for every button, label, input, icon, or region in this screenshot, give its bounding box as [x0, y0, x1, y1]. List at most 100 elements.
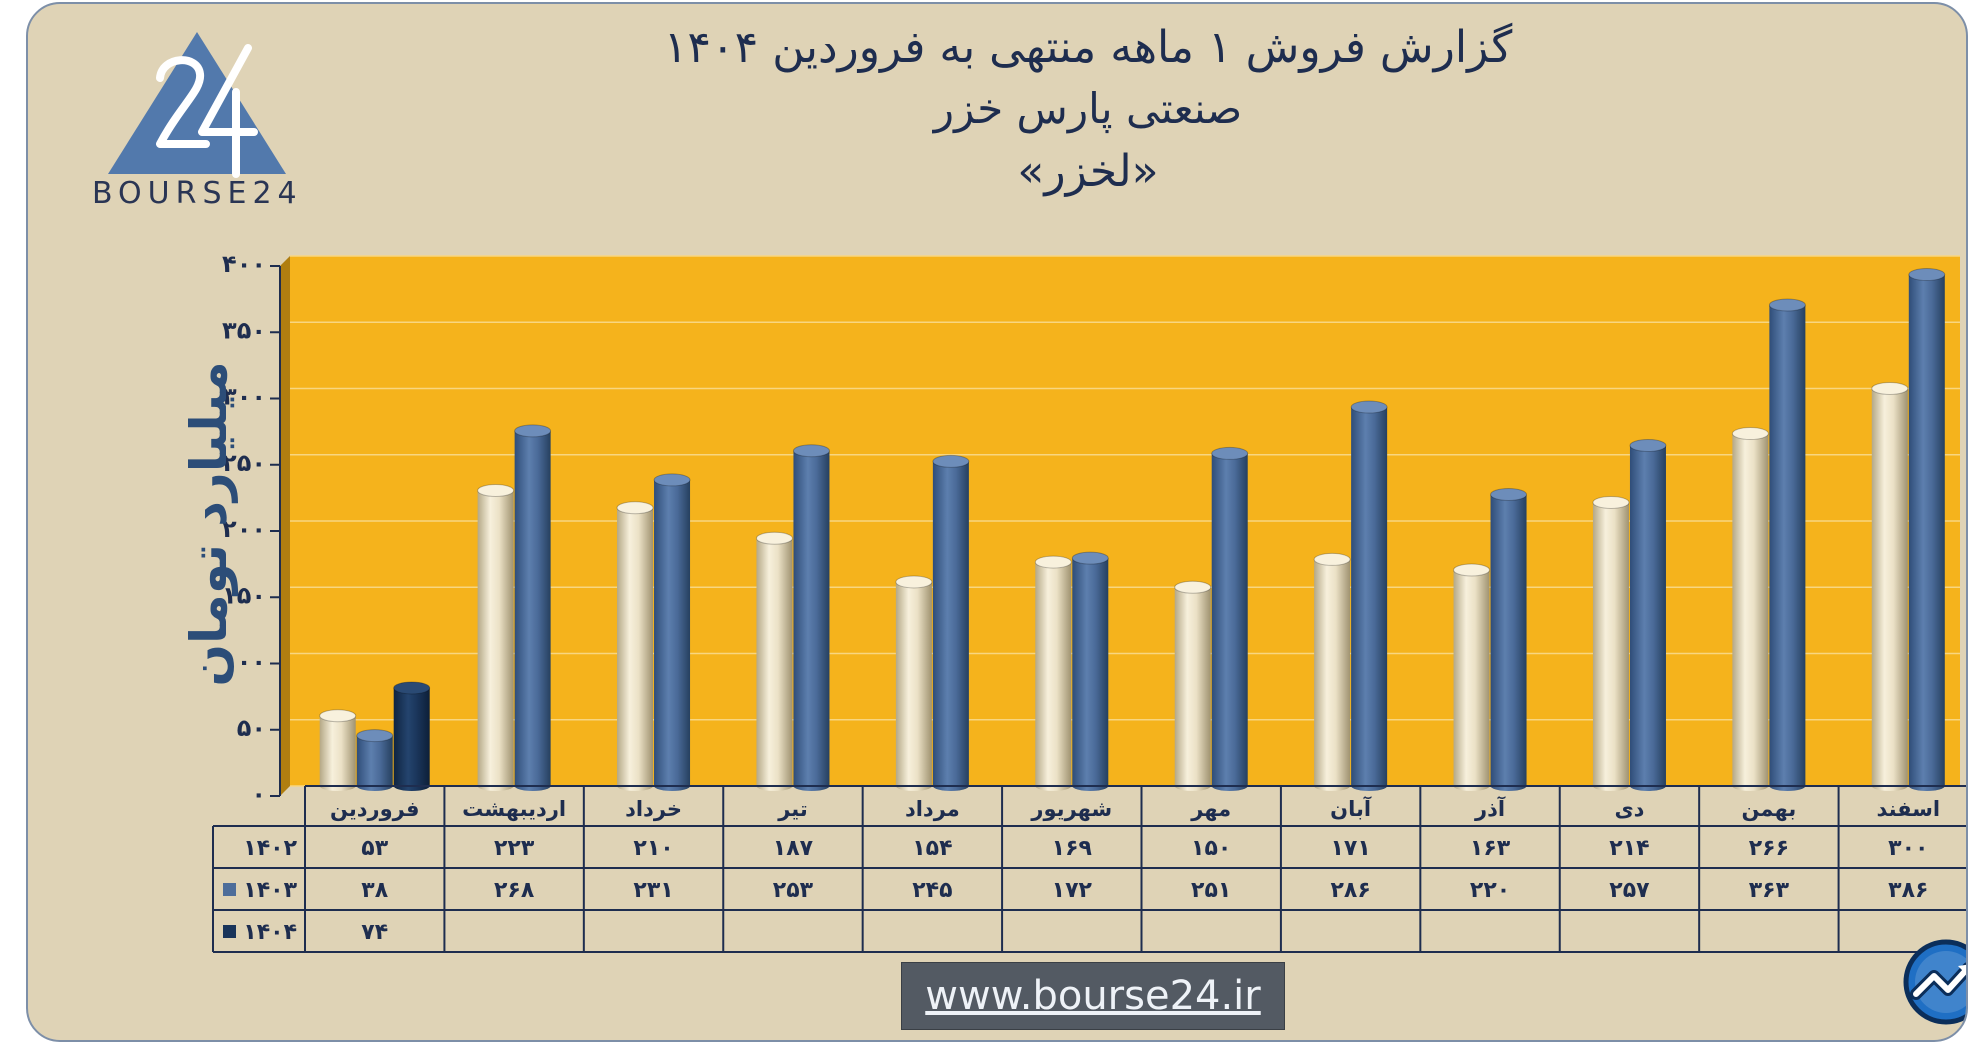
data-label: ۳۸۶ [1888, 878, 1928, 903]
y-tick-label: ۵۰ [237, 714, 266, 742]
bar-آذر-۱۴۰۲ [1453, 570, 1490, 786]
bar-فروردین-۱۴۰۲ [319, 715, 356, 786]
title-line-1: گزارش فروش ۱ ماهه منتهی به فروردین ۱۴۰۴ [663, 22, 1513, 73]
bar-top [755, 531, 793, 545]
data-label: ۳۰۰ [1888, 836, 1928, 861]
bar-top [1871, 382, 1909, 395]
bar-بهمن-۱۴۰۳ [1769, 305, 1806, 786]
data-label: ۳۸ [361, 878, 388, 903]
plot-side-wall [280, 256, 290, 796]
data-label: ۱۸۷ [773, 836, 814, 861]
bar-top [932, 454, 970, 468]
bar-تیر-۱۴۰۲ [756, 538, 793, 786]
category-label: آذر [1474, 796, 1506, 821]
data-label: ۱۵۰ [1191, 836, 1231, 861]
category-label: آبان [1330, 796, 1372, 821]
bar-مرداد-۱۴۰۳ [932, 461, 969, 786]
bar-top [616, 501, 654, 515]
y-tick-label: ۱۰۰ [222, 648, 266, 676]
bar-خرداد-۱۴۰۲ [617, 507, 654, 786]
data-label: ۲۸۶ [1330, 878, 1370, 903]
bar-top [792, 444, 830, 458]
data-label: ۲۲۰ [1470, 878, 1510, 903]
data-label: ۱۶۳ [1470, 836, 1511, 861]
bar-دی-۱۴۰۲ [1592, 502, 1629, 786]
category-label: اردیبهشت [462, 797, 566, 821]
bar-دی-۱۴۰۳ [1629, 445, 1666, 786]
data-label: ۲۲۳ [494, 836, 535, 861]
bar-top [1592, 495, 1630, 509]
y-tick-label: ۴۰۰ [222, 250, 266, 278]
bar-آذر-۱۴۰۳ [1490, 494, 1527, 786]
bourse24-logo-icon [108, 32, 286, 178]
category-label: مرداد [905, 797, 960, 821]
website-link[interactable]: www.bourse24.ir [925, 973, 1261, 1019]
logo-text: BOURSE24 [92, 176, 303, 211]
data-label: ۲۶۶ [1749, 836, 1789, 861]
bar-top [1034, 555, 1072, 569]
bar-top [1908, 268, 1946, 282]
bar-اردیبهشت-۱۴۰۲ [477, 490, 514, 786]
category-label: تیر [777, 797, 808, 821]
data-label: ۲۵۱ [1191, 878, 1231, 903]
bar-top [1350, 400, 1388, 414]
legend-swatch [223, 925, 236, 938]
bar-top [1731, 427, 1769, 441]
y-tick-label: ۲۰۰ [222, 515, 266, 543]
data-label: ۲۱۴ [1609, 836, 1649, 861]
y-tick-label: ۲۵۰ [222, 449, 266, 477]
legend-swatch [223, 883, 236, 896]
series-label: ۱۴۰۴ [243, 920, 297, 945]
bar-top [1768, 298, 1806, 312]
bar-top [653, 473, 691, 487]
bar-top [1629, 438, 1667, 452]
bar-فروردین-۱۴۰۴ [393, 687, 430, 786]
bar-فروردین-۱۴۰۳ [356, 735, 393, 786]
bar-اردیبهشت-۱۴۰۳ [514, 430, 551, 786]
bar-top [895, 575, 933, 589]
data-label: ۳۶۳ [1749, 878, 1790, 903]
y-tick-label: ۰ [251, 780, 266, 808]
bar-تیر-۱۴۰۳ [793, 450, 830, 786]
title-line-3: «لخزر» [1017, 146, 1159, 197]
bar-مهر-۱۴۰۲ [1174, 587, 1211, 786]
bar-شهریور-۱۴۰۲ [1035, 562, 1072, 786]
data-label: ۲۶۸ [494, 878, 535, 903]
bar-top [393, 681, 431, 695]
data-label: ۲۴۵ [912, 878, 952, 903]
bar-top [1490, 488, 1528, 501]
category-label: دی [1614, 797, 1644, 821]
bar-top [356, 729, 394, 743]
chart-card: ۰ ۵۰ ۱۰۰ ۱۵۰ ۲۰۰ ۲۵۰ ۳۰۰ ۳۵۰ ۴۰۰ فروردین اردیبهشت… [26, 2, 1968, 1042]
website-banner[interactable]: www.bourse24.ir [901, 962, 1285, 1030]
bar-top [1453, 563, 1491, 577]
bar-بهمن-۱۴۰۲ [1732, 433, 1769, 786]
category-label: شهریور [1030, 797, 1112, 821]
bar-top [1174, 580, 1212, 594]
category-label: خرداد [625, 797, 682, 821]
bar-آبان-۱۴۰۲ [1314, 559, 1351, 786]
bar-top [1211, 446, 1249, 460]
bar-اسفند-۱۴۰۲ [1871, 388, 1908, 786]
bar-top [1071, 551, 1109, 565]
bar-top [514, 424, 552, 438]
data-label: ۱۶۹ [1052, 836, 1092, 861]
category-label: فروردین [330, 797, 420, 821]
bar-مهر-۱۴۰۳ [1211, 453, 1248, 786]
series-label: ۱۴۰۳ [243, 878, 297, 903]
data-label: ۲۱۰ [633, 836, 673, 861]
y-axis-label: میلیارد تومان [180, 361, 239, 686]
data-label: ۲۳۱ [633, 878, 673, 903]
data-label: ۱۷۱ [1330, 836, 1370, 861]
category-label: اسفند [1876, 797, 1940, 821]
data-label: ۵۳ [361, 836, 388, 861]
data-label: ۱۵۴ [912, 836, 952, 861]
bar-خرداد-۱۴۰۳ [654, 479, 691, 786]
bar-آبان-۱۴۰۳ [1351, 407, 1388, 786]
bar-شهریور-۱۴۰۳ [1072, 558, 1109, 786]
trend-badge-icon [1903, 939, 1966, 1025]
title-line-2: صنعتی پارس خزر [933, 84, 1243, 133]
bar-chart: ۰ ۵۰ ۱۰۰ ۱۵۰ ۲۰۰ ۲۵۰ ۳۰۰ ۳۵۰ ۴۰۰ فروردین اردیبهشت… [180, 250, 1966, 953]
series-label: ۱۴۰۲ [243, 836, 297, 861]
data-label: ۲۵۷ [1609, 878, 1650, 903]
